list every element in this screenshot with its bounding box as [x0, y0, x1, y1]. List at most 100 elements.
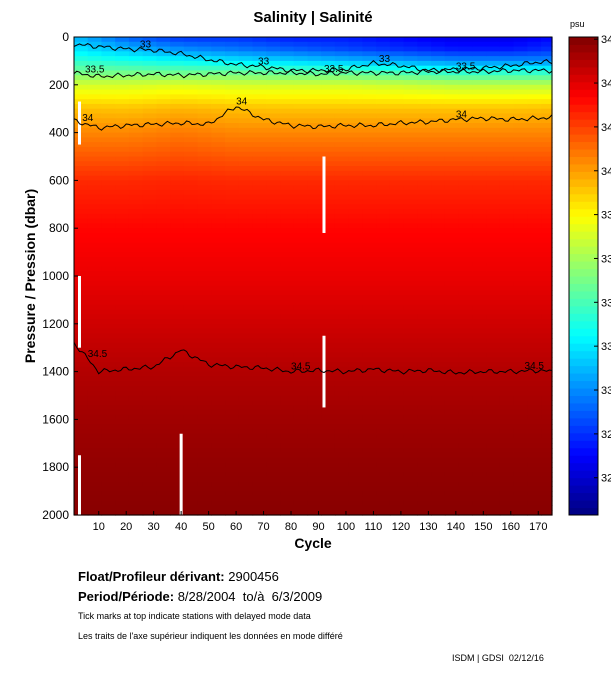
- heatmap-cell: [321, 113, 336, 119]
- heatmap-cell: [472, 452, 487, 459]
- heatmap-cell: [211, 409, 226, 416]
- heatmap-cell: [142, 108, 158, 115]
- heatmap-cell: [197, 428, 212, 435]
- heatmap-cell: [362, 218, 377, 225]
- heatmap-cell: [156, 323, 171, 330]
- heatmap-cell: [472, 156, 487, 162]
- heatmap-cell: [87, 280, 103, 287]
- heatmap-cell: [348, 156, 364, 162]
- heatmap-cell: [307, 276, 322, 282]
- heatmap-cell: [307, 242, 322, 248]
- colorbar-swatch: [569, 320, 598, 329]
- heatmap-cell: [101, 132, 116, 138]
- heatmap-cell: [389, 433, 405, 440]
- heatmap-cell: [197, 467, 212, 473]
- heatmap-cell: [389, 357, 405, 363]
- heatmap-cell: [499, 151, 515, 158]
- heatmap-cell: [513, 170, 528, 177]
- heatmap-cell: [486, 290, 501, 296]
- heatmap-cell: [307, 41, 322, 48]
- heatmap-cell: [183, 108, 199, 115]
- heatmap-cell: [211, 376, 226, 382]
- heatmap-cell: [499, 199, 515, 205]
- heatmap-cell: [101, 471, 116, 478]
- heatmap-cell: [376, 199, 391, 205]
- heatmap-cell: [225, 362, 240, 368]
- colorbar-swatch: [569, 470, 598, 479]
- heatmap-cell: [225, 127, 240, 134]
- colorbar-swatch: [569, 373, 598, 382]
- heatmap-cell: [321, 189, 336, 196]
- heatmap-cell: [472, 366, 487, 373]
- heatmap-cell: [486, 266, 501, 272]
- heatmap-cell: [197, 452, 212, 459]
- heatmap-cell: [417, 89, 432, 95]
- colorbar-swatch: [569, 223, 598, 232]
- heatmap-cell: [417, 237, 432, 244]
- heatmap-cell: [307, 448, 322, 454]
- heatmap-cell: [362, 232, 377, 239]
- heatmap-cell: [472, 419, 487, 425]
- heatmap-cell: [513, 185, 528, 191]
- heatmap-cell: [211, 142, 226, 148]
- heatmap-cell: [156, 37, 171, 43]
- heatmap-cell: [74, 228, 89, 234]
- heatmap-cell: [472, 237, 487, 244]
- heatmap-cell: [499, 146, 515, 153]
- heatmap-cell: [307, 170, 322, 177]
- heatmap-cell: [225, 500, 240, 507]
- heatmap-cell: [403, 385, 418, 392]
- heatmap-cell: [486, 65, 501, 72]
- heatmap-cell: [472, 462, 487, 468]
- heatmap-cell: [266, 46, 281, 52]
- heatmap-cell: [472, 323, 487, 330]
- heatmap-cell: [458, 84, 473, 91]
- heatmap-cell: [128, 37, 144, 43]
- heatmap-cell: [225, 462, 240, 468]
- heatmap-cell: [74, 247, 89, 253]
- heatmap-cell: [348, 452, 364, 459]
- heatmap-cell: [183, 142, 199, 148]
- heatmap-cell: [541, 218, 553, 225]
- heatmap-cell: [444, 314, 460, 320]
- heatmap-cell: [362, 471, 377, 478]
- heatmap-cell: [183, 56, 199, 62]
- heatmap-cell: [183, 481, 199, 487]
- heatmap-cell: [321, 452, 336, 459]
- heatmap-cell: [266, 123, 281, 129]
- heatmap-cell: [252, 500, 267, 507]
- heatmap-cell: [252, 113, 267, 119]
- heatmap-cell: [527, 462, 542, 468]
- heatmap-cell: [513, 118, 528, 124]
- heatmap-cell: [293, 108, 309, 115]
- heatmap-cell: [417, 285, 432, 291]
- heatmap-cell: [389, 237, 405, 244]
- heatmap-cell: [101, 486, 116, 492]
- heatmap-cell: [101, 443, 116, 449]
- heatmap-cell: [87, 467, 103, 473]
- heatmap-cell: [170, 371, 185, 377]
- heatmap-cell: [431, 261, 446, 268]
- heatmap-cell: [321, 409, 336, 416]
- heatmap-cell: [431, 99, 446, 105]
- colorbar-tick-label: 33: [601, 385, 611, 397]
- heatmap-cell: [541, 471, 553, 478]
- heatmap-cell: [115, 84, 130, 91]
- heatmap-cell: [389, 491, 405, 497]
- heatmap-cell: [280, 137, 295, 143]
- heatmap-cell: [115, 481, 130, 487]
- heatmap-cell: [87, 266, 103, 272]
- heatmap-cell: [527, 328, 542, 334]
- heatmap-cell: [211, 285, 226, 291]
- heatmap-cell: [252, 189, 267, 196]
- heatmap-cell: [211, 433, 226, 440]
- heatmap-cell: [142, 132, 158, 138]
- heatmap-cell: [225, 448, 240, 454]
- heatmap-cell: [486, 333, 501, 339]
- heatmap-cell: [115, 127, 130, 134]
- heatmap-cell: [389, 342, 405, 349]
- heatmap-cell: [197, 223, 212, 229]
- heatmap-cell: [417, 161, 432, 167]
- heatmap-cell: [472, 314, 487, 320]
- heatmap-cell: [293, 247, 309, 253]
